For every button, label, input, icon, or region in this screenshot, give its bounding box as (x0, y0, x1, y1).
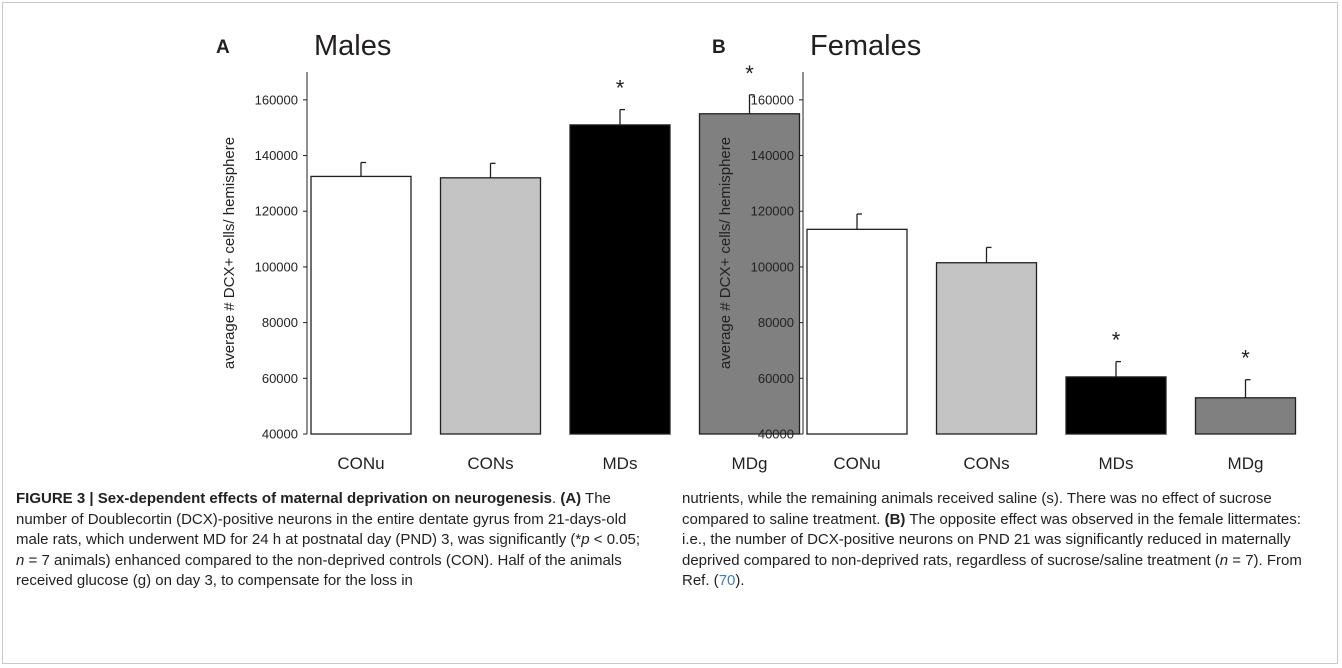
y-tick-label: 40000 (262, 427, 298, 442)
caption-n-symbol: n (16, 551, 25, 569)
x-tick-label: CONs (467, 454, 513, 473)
caption-close: ). (735, 572, 745, 589)
figure-label: FIGURE 3 | Sex-dependent effects of mate… (16, 490, 552, 507)
y-tick-label: 80000 (758, 315, 794, 330)
caption-panel-b-label: (B) (884, 510, 906, 528)
y-tick-label: 140000 (751, 148, 794, 163)
significance-marker: * (616, 76, 625, 101)
y-tick-label: 60000 (262, 371, 298, 386)
y-tick-label: 60000 (758, 371, 794, 386)
figure-caption-right: nutrients, while the remaining animals r… (682, 489, 1322, 592)
x-tick-label: MDs (603, 454, 638, 473)
chart-panel-a: A Males 40000 60000 80000 100000 120000 140000 1… (216, 30, 801, 473)
y-tick-label: 100000 (751, 259, 794, 274)
caption-panel-a-label: (A) (560, 490, 582, 507)
x-tick-label: MDg (1228, 454, 1264, 473)
panel-letter: B (712, 37, 726, 58)
y-tick-label: 160000 (255, 92, 298, 107)
caption-punct: . (551, 490, 561, 507)
significance-marker: * (745, 61, 754, 86)
x-tick-label: CONu (337, 454, 384, 473)
chart-panel-b: B Females 40000 60000 80000 100000 120000 14000… (712, 30, 1297, 473)
caption-n-value: = 7 animals) enhanced compared to the no… (16, 551, 622, 590)
caption-p-value: < 0.05; (589, 531, 641, 548)
significance-marker: * (1241, 346, 1250, 371)
significance-marker: * (1112, 328, 1121, 353)
bar (1065, 376, 1167, 435)
figure-caption-left: FIGURE 3 | Sex-dependent effects of mate… (16, 489, 641, 592)
y-axis-label: average # DCX+ cells/ hemisphere (717, 137, 734, 369)
y-tick-label: 160000 (751, 92, 794, 107)
bar (698, 113, 801, 435)
bar (806, 228, 908, 435)
caption-star: * (575, 531, 582, 548)
y-tick-label: 100000 (255, 259, 298, 274)
y-tick-label: 120000 (255, 204, 298, 219)
bar (1194, 397, 1297, 435)
bar (569, 124, 671, 435)
caption-p-symbol: p (581, 531, 590, 548)
caption-panel-a-text: The number of Doublecortin (DCX)-positiv… (16, 490, 627, 548)
reference-link[interactable]: 70 (718, 572, 736, 589)
bar (935, 262, 1038, 435)
bar (310, 175, 412, 435)
y-tick-label: 120000 (751, 204, 794, 219)
chart-title: Females (810, 30, 921, 62)
caption-panel-b-text: The opposite effect was observed in the … (682, 510, 1301, 569)
chart-title: Males (314, 30, 391, 62)
x-tick-label: MDs (1099, 454, 1134, 473)
x-tick-label: CONu (833, 454, 880, 473)
bar (439, 177, 542, 435)
y-tick-label: 80000 (262, 315, 298, 330)
y-tick-label: 40000 (758, 427, 794, 442)
x-tick-label: CONs (963, 454, 1009, 473)
panel-letter: A (216, 37, 230, 58)
x-tick-label: MDg (732, 454, 768, 473)
caption-right-text: nutrients, while the remaining animals r… (682, 490, 1272, 528)
y-tick-label: 140000 (255, 148, 298, 163)
y-axis-label: average # DCX+ cells/ hemisphere (221, 137, 238, 369)
caption-n-value-b: = 7). From Ref. ( (682, 551, 1302, 590)
caption-n-symbol-b: n (1219, 551, 1229, 569)
